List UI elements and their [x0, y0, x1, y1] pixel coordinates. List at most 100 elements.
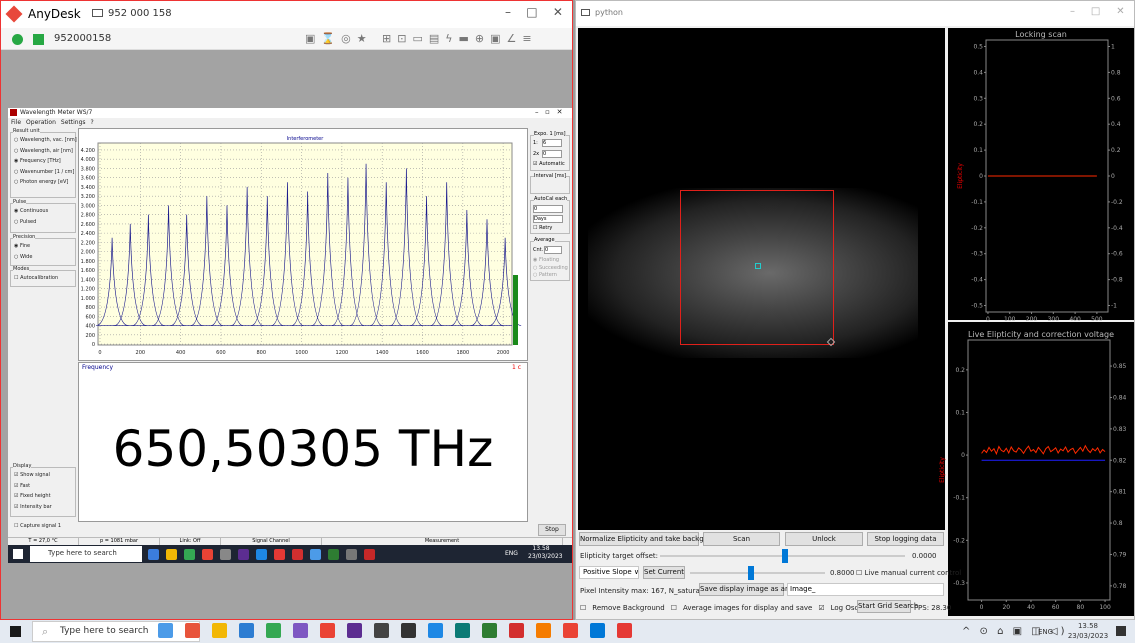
- option-text: Autocalibration: [20, 275, 58, 281]
- retry-option[interactable]: ☐ Retry: [533, 225, 552, 231]
- average-label: Average: [534, 237, 555, 243]
- series-line: [982, 446, 1105, 454]
- precision-option[interactable]: ○ Wide: [14, 254, 32, 260]
- page: AnyDesk 952 000 158 – □ ✕ 952000158 ▣⌛◎★…: [0, 0, 1135, 643]
- x-tick-label: 60: [1052, 604, 1060, 611]
- option-text: Succeeding: [539, 265, 568, 271]
- pulse-label: Pulse: [13, 199, 26, 205]
- y-tick-label: 3.200: [81, 194, 95, 200]
- y2-tick-label: 0: [1111, 173, 1115, 180]
- option-text: Wavenumber [1 / cm]: [20, 169, 74, 175]
- result-unit-option[interactable]: ○ Wavenumber [1 / cm]: [14, 169, 74, 175]
- x-tick-label: 20: [1002, 604, 1010, 611]
- exp1-label: 1:: [533, 140, 538, 146]
- y2-tick-label: -0.8: [1111, 277, 1123, 284]
- y-tick-label: 1.400: [81, 277, 95, 283]
- y2-tick-label: 0.84: [1113, 394, 1127, 401]
- y-tick-label: 200: [85, 333, 95, 339]
- y-tick-label: 1.200: [81, 287, 95, 293]
- precision-option[interactable]: ◉ Fine: [14, 243, 30, 249]
- x-tick-label: 400: [1069, 316, 1081, 323]
- y-tick-label: 1.600: [81, 268, 95, 274]
- chart-title: Locking scan: [1015, 30, 1067, 39]
- y-tick-label: 0.5: [973, 43, 983, 50]
- option-text: Wide: [20, 254, 32, 260]
- average-option[interactable]: ○ Pattern: [533, 272, 557, 278]
- y-tick-label: 3.400: [81, 185, 95, 191]
- y-tick-label: 2.600: [81, 222, 95, 228]
- average-option[interactable]: ○ Succeeding: [533, 265, 568, 271]
- y2-tick-label: 0.81: [1113, 489, 1127, 496]
- y-tick-label: 3.000: [81, 203, 95, 209]
- x-tick-label: 100: [1099, 604, 1111, 611]
- display-option[interactable]: ☑ Show signal: [14, 472, 50, 478]
- y2-tick-label: 0.82: [1113, 457, 1127, 464]
- cnt-input[interactable]: 0: [544, 246, 562, 254]
- option-text: Continuous: [20, 208, 48, 214]
- autocal-label: AutoCal each: [534, 196, 567, 202]
- x-tick-label: 0: [980, 604, 984, 611]
- y2-tick-label: 0.8: [1113, 520, 1123, 527]
- x-tick-label: 0: [98, 350, 101, 356]
- y2-tick-label: 0.2: [1111, 147, 1121, 154]
- option-text: Floating: [539, 257, 559, 263]
- y-tick-label: -0.2: [953, 537, 965, 544]
- y-tick-label: 3.800: [81, 166, 95, 172]
- y-tick-label: -0.3: [971, 251, 983, 258]
- y2-tick-label: 0.4: [1111, 121, 1121, 128]
- y-tick-label: 1.000: [81, 296, 95, 302]
- result-unit-option[interactable]: ◉ Frequency [THz]: [14, 158, 61, 164]
- capture-option[interactable]: ☐ Capture signal 1: [14, 523, 61, 529]
- charts-layer: Interferometer02004006008001.0001.2001.4…: [0, 0, 1135, 643]
- pulse-option[interactable]: ◉ Continuous: [14, 208, 48, 214]
- exp1-input[interactable]: 6: [542, 139, 562, 147]
- result-unit-option[interactable]: ○ Photon energy [eV]: [14, 179, 68, 185]
- result-unit-option[interactable]: ○ Wavelength, air [nm]: [14, 148, 73, 154]
- option-text: Fine: [20, 243, 30, 249]
- x-tick-label: 1800: [456, 350, 469, 356]
- autocal-input[interactable]: 0: [533, 205, 563, 213]
- x-tick-label: 300: [1048, 316, 1060, 323]
- cnt-label: Cnt.: [533, 247, 543, 253]
- y2-tick-label: -0.6: [1111, 251, 1123, 258]
- x-tick-label: 1400: [376, 350, 389, 356]
- x-tick-label: 200: [1026, 316, 1038, 323]
- chart-title: Live Elipticity and correction voltage: [968, 330, 1114, 339]
- y-tick-label: 0.3: [973, 95, 983, 102]
- y-tick-label: 0.1: [973, 147, 983, 154]
- y-tick-label: -0.5: [971, 303, 983, 310]
- y-tick-label: 2.400: [81, 231, 95, 237]
- display-option[interactable]: ☑ Fast: [14, 483, 30, 489]
- exp2-label: 2x: [533, 151, 539, 157]
- option-text: Wavelength, vac. [nm]: [20, 137, 77, 143]
- y-tick-label: 0.1: [955, 409, 965, 416]
- x-tick-label: 100: [1004, 316, 1016, 323]
- y2-tick-label: 1: [1111, 43, 1115, 50]
- x-tick-label: 1600: [416, 350, 429, 356]
- interval-label: Interval [ms]: [534, 173, 566, 179]
- y2-tick-label: 0.8: [1111, 69, 1121, 76]
- y-tick-label: 0: [92, 342, 95, 348]
- x-tick-label: 1000: [295, 350, 308, 356]
- pulse-option[interactable]: ○ Pulsed: [14, 219, 36, 225]
- display-option[interactable]: ☑ Intensity bar: [14, 504, 52, 510]
- automatic-option[interactable]: ☑ Automatic: [533, 161, 565, 167]
- modes-option[interactable]: ☐ Autocalibration: [14, 275, 58, 281]
- option-text: Photon energy [eV]: [20, 179, 68, 185]
- plot-frame: [968, 340, 1110, 600]
- y-tick-label: -0.4: [971, 277, 983, 284]
- autocal-unit[interactable]: Days: [533, 215, 563, 223]
- average-option[interactable]: ◉ Floating: [533, 257, 559, 263]
- y2-tick-label: 0.83: [1113, 426, 1127, 433]
- y-tick-label: 1.800: [81, 259, 95, 265]
- display-option[interactable]: ☑ Fixed height: [14, 493, 51, 499]
- option-text: Capture signal 1: [20, 523, 61, 529]
- exp2-input[interactable]: 0: [542, 150, 562, 158]
- y-axis-label: Elipticity: [939, 457, 946, 483]
- precision-label: Precision: [13, 234, 35, 240]
- x-tick-label: 40: [1027, 604, 1035, 611]
- y-tick-label: 2.200: [81, 240, 95, 246]
- x-tick-label: 500: [1091, 316, 1103, 323]
- result-unit-option[interactable]: ○ Wavelength, vac. [nm]: [14, 137, 77, 143]
- y-tick-label: 800: [85, 305, 95, 311]
